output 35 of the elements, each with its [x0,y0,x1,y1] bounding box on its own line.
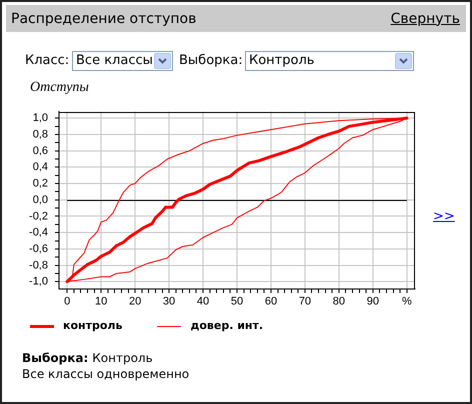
text: Класс: [25,52,70,70]
y-tick-label: 0,2 [32,178,48,190]
y-tick-label: 0,4 [32,161,48,174]
text: Контроль [92,350,153,366]
x-tick-label: 70 [298,296,312,308]
header-panel: Распределение отступов Свернуть [6,5,466,32]
x-tick-label: 0 [64,296,70,308]
text: >> [433,208,455,226]
text: Все классы одновременно [22,366,190,382]
dropdown: Контроль [245,51,414,71]
legend-label: контроль [63,318,122,334]
y-tick-label: -1,0 [29,276,48,288]
y-tick-label: 0,6 [32,144,48,157]
x-tick-label: % [402,296,412,308]
x-tick-label: 80 [332,296,346,308]
dropdown: Все классы [72,51,173,71]
chart-title: Распределение отступов [11,10,196,26]
text: Выборка: [22,350,88,366]
text: Выборка: [179,52,243,70]
y-axis-title: Отступы [30,80,89,96]
y-tick-label: -0,8 [29,259,48,272]
x-tick-label: 10 [94,296,108,308]
y-tick-label: -0,4 [29,226,48,239]
y-tick-label: 0,8 [32,128,48,141]
x-tick-label: 90 [366,296,380,308]
x-tick-label: 30 [162,296,176,308]
y-tick-label: -0,2 [29,210,48,222]
x-tick-label: 40 [196,296,210,308]
x-tick-label: 60 [264,296,278,308]
legend-label: довер. инт. [190,318,264,334]
x-tick-label: 50 [230,296,244,308]
x-tick-label: 20 [128,296,142,308]
y-tick-label: 1,0 [32,112,48,124]
y-tick-label: 0,0 [32,194,48,206]
y-tick-label: -0,6 [29,242,48,255]
